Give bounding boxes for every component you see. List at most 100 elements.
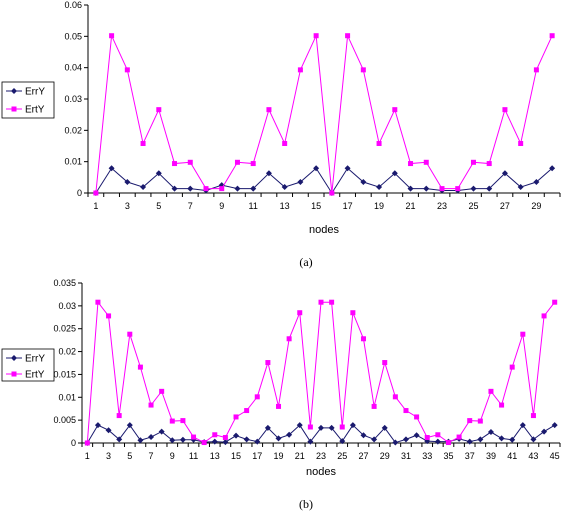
- data-point-erty: [414, 414, 420, 420]
- data-point-erry: [434, 438, 441, 445]
- data-point-erty: [345, 33, 351, 39]
- x-tick-label: 17: [343, 201, 353, 211]
- data-point-erry: [344, 165, 351, 172]
- data-point-erty: [339, 424, 345, 430]
- data-point-erry: [470, 185, 477, 192]
- x-tick-label: 25: [468, 201, 478, 211]
- data-point-erry: [466, 438, 473, 445]
- data-point-erty: [254, 394, 260, 400]
- x-tick-label: 19: [274, 451, 284, 461]
- series-line-erty: [86, 300, 556, 444]
- data-point-erty: [95, 299, 101, 305]
- data-point-erty: [106, 313, 112, 319]
- data-point-erry: [530, 436, 537, 443]
- y-tick-label: 0.02: [64, 125, 82, 135]
- y-tick-label: 0.03: [64, 94, 82, 104]
- data-point-erry: [413, 432, 420, 439]
- data-point-erty: [467, 418, 473, 424]
- data-point-erry: [179, 436, 186, 443]
- data-point-erry: [140, 184, 147, 191]
- data-point-erty: [371, 403, 377, 409]
- data-point-erry: [486, 185, 493, 192]
- data-point-erry: [148, 434, 155, 441]
- data-point-erty: [549, 33, 555, 39]
- x-tick-label: 37: [465, 451, 475, 461]
- y-tick-label: 0.01: [64, 157, 82, 167]
- data-point-erty: [499, 402, 505, 408]
- data-point-erty: [156, 107, 162, 113]
- data-point-erty: [423, 159, 429, 165]
- data-point-erty: [84, 440, 90, 446]
- data-point-erty: [109, 33, 115, 39]
- data-point-erty: [392, 107, 398, 113]
- legend-box: [1, 348, 55, 382]
- data-point-erry: [541, 428, 548, 435]
- data-point-erty: [244, 408, 250, 414]
- x-tick-label: 21: [406, 201, 416, 211]
- y-tick-label: 0.01: [58, 392, 76, 402]
- data-point-erty: [541, 313, 547, 319]
- data-point-erry: [137, 437, 144, 444]
- x-tick-label: 29: [531, 201, 541, 211]
- x-tick-label: 7: [149, 451, 154, 461]
- data-point-erty: [520, 331, 526, 337]
- data-point-erty: [148, 402, 154, 408]
- data-point-erty: [533, 67, 539, 73]
- data-point-erty: [456, 434, 462, 440]
- data-point-erty: [360, 336, 366, 342]
- data-point-erry: [392, 439, 399, 446]
- data-point-erty: [191, 434, 197, 440]
- x-tick-label: 11: [249, 201, 258, 211]
- data-point-erty: [445, 440, 451, 446]
- x-tick-label: 3: [106, 451, 111, 461]
- legend-marker-erry: [11, 88, 17, 94]
- data-point-erty: [360, 67, 366, 73]
- y-tick-label: 0: [71, 438, 76, 448]
- data-point-erry: [339, 438, 346, 445]
- x-tick-label: 41: [507, 451, 517, 461]
- data-point-erty: [307, 424, 313, 430]
- x-axis-title: nodes: [306, 466, 336, 478]
- figure-caption: (b): [299, 497, 313, 511]
- data-point-erry: [407, 185, 414, 192]
- data-point-erty: [233, 414, 239, 420]
- x-tick-label: 27: [358, 451, 368, 461]
- x-tick-label: 27: [500, 201, 510, 211]
- x-axis-title: nodes: [309, 224, 339, 236]
- data-point-erty: [169, 418, 175, 424]
- data-point-erry: [307, 438, 314, 445]
- data-point-erry: [108, 165, 115, 172]
- data-point-erty: [488, 388, 494, 394]
- data-point-erty: [116, 413, 122, 419]
- x-tick-label: 11: [189, 451, 198, 461]
- data-point-erty: [297, 67, 303, 73]
- data-point-erry: [297, 179, 304, 186]
- data-point-erry: [264, 424, 271, 431]
- data-point-erry: [281, 184, 288, 191]
- data-point-erry: [318, 424, 324, 431]
- data-point-erty: [403, 408, 409, 414]
- data-point-erry: [94, 422, 101, 429]
- x-tick-label: 35: [443, 451, 453, 461]
- x-tick-label: 29: [380, 451, 390, 461]
- data-point-erry: [509, 436, 516, 443]
- data-point-erry: [286, 431, 293, 438]
- data-point-erty: [435, 432, 441, 438]
- data-point-erry: [250, 185, 257, 192]
- data-point-erry: [116, 436, 123, 443]
- x-tick-label: 31: [401, 451, 411, 461]
- data-point-erty: [203, 186, 209, 192]
- data-point-erry: [233, 432, 240, 439]
- data-point-erry: [169, 437, 176, 444]
- x-tick-label: 9: [219, 201, 224, 211]
- data-point-erty: [282, 140, 288, 146]
- data-point-erty: [137, 364, 143, 370]
- data-point-erry: [402, 436, 409, 443]
- data-point-erry: [501, 170, 508, 177]
- data-point-erry: [234, 185, 241, 192]
- data-point-erty: [234, 159, 240, 165]
- chart-a: 00.010.020.030.040.050.061 3 5 7 9 11 13 15 17 19…: [1, 0, 561, 269]
- data-point-erty: [124, 67, 130, 73]
- x-tick-label: 33: [422, 451, 432, 461]
